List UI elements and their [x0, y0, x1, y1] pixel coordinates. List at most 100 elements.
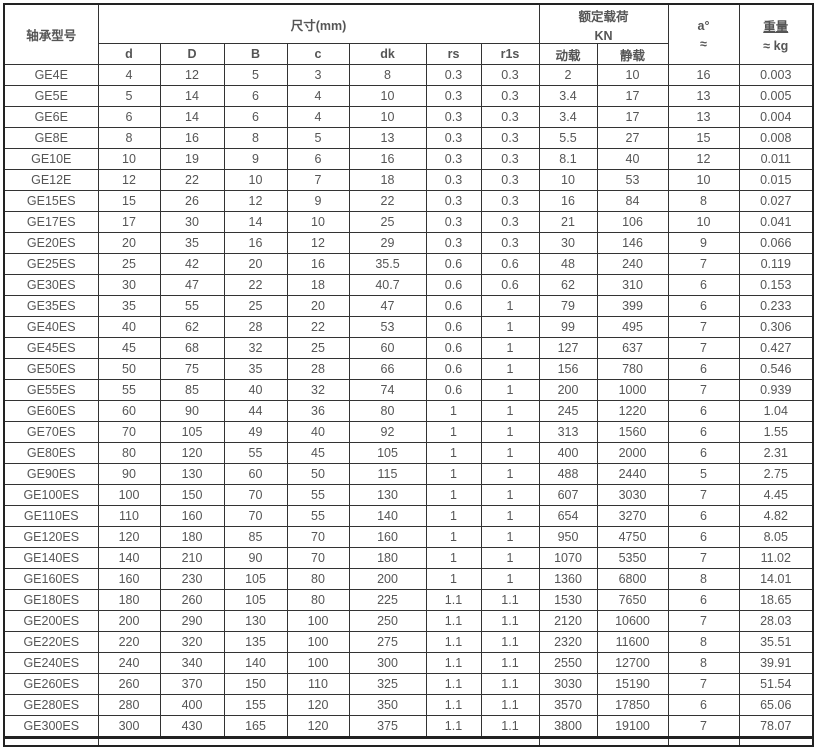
- value-cell: 1.1: [480, 694, 540, 716]
- value-cell: 340: [159, 652, 225, 674]
- value-cell: 0.427: [738, 337, 814, 359]
- value-cell: 127: [538, 337, 598, 359]
- value-cell: 55: [159, 295, 225, 317]
- value-cell: 0.3: [480, 148, 540, 170]
- value-cell: 10: [348, 106, 427, 128]
- value-cell: 4: [286, 85, 350, 107]
- value-cell: 156: [538, 358, 598, 380]
- value-cell: 40.7: [348, 274, 427, 296]
- table-row: GE180ES 180 260 105 80 225 1.1 1.1 1530 7650 6 18.6…: [3, 589, 814, 611]
- value-cell: 62: [538, 274, 598, 296]
- value-cell: 36: [286, 400, 350, 422]
- value-cell: 1: [425, 463, 482, 485]
- value-cell: 17: [596, 106, 669, 128]
- value-cell: 10: [223, 169, 288, 191]
- value-cell: 6: [667, 295, 740, 317]
- value-cell: 130: [348, 484, 427, 506]
- value-cell: 1: [480, 547, 540, 569]
- value-cell: 300: [348, 652, 427, 674]
- value-cell: 0.041: [738, 211, 814, 233]
- model-cell: GE4E: [3, 64, 99, 86]
- value-cell: 32: [286, 379, 350, 401]
- value-cell: 1: [425, 568, 482, 590]
- table-row: GE12E 12 22 10 7 18 0.3 0.3 10 53 10 0.015: [3, 169, 814, 191]
- value-cell: 607: [538, 484, 598, 506]
- value-cell: 25: [223, 295, 288, 317]
- value-cell: 12: [159, 64, 225, 86]
- value-cell: 8.1: [538, 148, 598, 170]
- value-cell: 1.1: [480, 715, 540, 738]
- value-cell: 9: [667, 232, 740, 254]
- value-cell: 16: [159, 127, 225, 149]
- value-cell: 53: [596, 169, 669, 191]
- value-cell: 3.4: [538, 106, 598, 128]
- value-cell: 65.06: [738, 694, 814, 716]
- value-cell: 637: [596, 337, 669, 359]
- value-cell: 0.306: [738, 316, 814, 338]
- value-cell: 49: [223, 421, 288, 443]
- model-cell: GE17ES: [3, 211, 99, 233]
- value-cell: 1.1: [480, 673, 540, 695]
- value-cell: 7: [667, 673, 740, 695]
- value-cell: 16: [223, 232, 288, 254]
- value-cell: 105: [223, 589, 288, 611]
- value-cell: 40: [97, 316, 161, 338]
- value-cell: 0.6: [425, 274, 482, 296]
- value-cell: 1000: [596, 379, 669, 401]
- value-cell: 1360: [538, 568, 598, 590]
- value-cell: 80: [348, 400, 427, 422]
- value-cell: 350: [348, 694, 427, 716]
- value-cell: 2.75: [738, 463, 814, 485]
- value-cell: 0.008: [738, 127, 814, 149]
- table-row: GE80ES 80 120 55 45 105 1 1 400 2000 6 2.31: [3, 442, 814, 464]
- value-cell: 10: [538, 169, 598, 191]
- table-row: GE120ES 120 180 85 70 160 1 1 950 4750 6 8.05: [3, 526, 814, 548]
- value-cell: 1.1: [425, 652, 482, 674]
- value-cell: 14: [159, 85, 225, 107]
- table-row: GE70ES 70 105 49 40 92 1 1 313 1560 6 1.55: [3, 421, 814, 443]
- value-cell: 140: [223, 652, 288, 674]
- value-cell: 60: [97, 400, 161, 422]
- value-cell: 8: [667, 190, 740, 212]
- value-cell: 0.3: [425, 148, 482, 170]
- value-cell: 0.3: [480, 211, 540, 233]
- value-cell: 3270: [596, 505, 669, 527]
- value-cell: 90: [223, 547, 288, 569]
- value-cell: 6: [667, 400, 740, 422]
- value-cell: 6: [667, 694, 740, 716]
- value-cell: 0.3: [425, 190, 482, 212]
- value-cell: 25: [97, 253, 161, 275]
- model-cell: GE80ES: [3, 442, 99, 464]
- value-cell: 78.07: [738, 715, 814, 738]
- value-cell: 80: [97, 442, 161, 464]
- value-cell: 50: [286, 463, 350, 485]
- value-cell: 220: [97, 631, 161, 653]
- value-cell: 245: [538, 400, 598, 422]
- value-cell: 12: [97, 169, 161, 191]
- value-cell: 15190: [596, 673, 669, 695]
- value-cell: 6: [667, 442, 740, 464]
- model-cell: GE260ES: [3, 673, 99, 695]
- header-angle: a° ≈: [667, 3, 740, 65]
- value-cell: 1: [480, 568, 540, 590]
- value-cell: 146: [596, 232, 669, 254]
- value-cell: 1.04: [738, 400, 814, 422]
- value-cell: 0.027: [738, 190, 814, 212]
- value-cell: 1: [425, 526, 482, 548]
- value-cell: 5350: [596, 547, 669, 569]
- value-cell: 9: [286, 190, 350, 212]
- value-cell: 1: [480, 421, 540, 443]
- value-cell: 1: [425, 400, 482, 422]
- empty-cell: [97, 736, 540, 747]
- model-cell: GE220ES: [3, 631, 99, 653]
- value-cell: 53: [348, 316, 427, 338]
- value-cell: 22: [159, 169, 225, 191]
- value-cell: 200: [348, 568, 427, 590]
- value-cell: 47: [348, 295, 427, 317]
- model-cell: GE55ES: [3, 379, 99, 401]
- value-cell: 3030: [596, 484, 669, 506]
- value-cell: 6800: [596, 568, 669, 590]
- header-sub-1: D: [159, 43, 225, 65]
- value-cell: 74: [348, 379, 427, 401]
- value-cell: 10: [286, 211, 350, 233]
